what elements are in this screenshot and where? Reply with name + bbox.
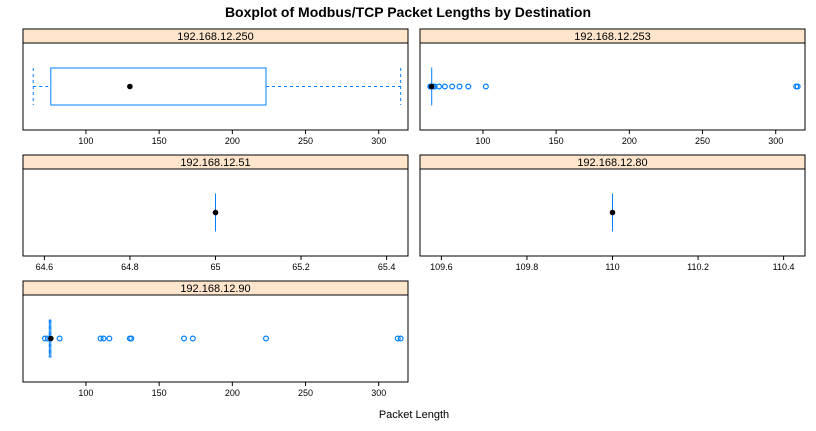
outlier-point	[189, 335, 196, 342]
panel-strip-label: 192.168.12.90	[180, 283, 250, 295]
panel-strip-label: 192.168.12.253	[574, 31, 650, 43]
x-tick-label: 150	[549, 136, 564, 146]
x-tick-label: 250	[298, 388, 313, 398]
x-tick-label: 150	[152, 136, 167, 146]
panel-strip-label: 192.168.12.80	[577, 157, 647, 169]
panel-3: 192.168.12.80 109.6 109.8 110 110.2 110.4	[419, 154, 806, 272]
outlier-point	[41, 335, 48, 342]
chart-title: Boxplot of Modbus/TCP Packet Lengths by …	[225, 4, 591, 20]
x-tick-label: 109.8	[516, 262, 539, 272]
panel-4: 192.168.12.90 100 150 200 250 300	[22, 280, 409, 398]
outlier-point	[394, 335, 401, 342]
x-tick-label: 150	[152, 388, 167, 398]
x-tick-label: 300	[371, 388, 386, 398]
x-tick-label: 100	[78, 388, 93, 398]
outlier-point	[441, 83, 448, 90]
iqr-box	[50, 67, 267, 106]
outlier-point	[465, 83, 472, 90]
x-tick-label: 100	[475, 136, 490, 146]
outlier-point	[436, 83, 443, 90]
x-tick-label: 250	[695, 136, 710, 146]
outlier-point	[56, 335, 63, 342]
panel-1: 192.168.12.253 100 150 200 250 300	[419, 28, 806, 146]
panel-frame	[22, 42, 409, 131]
panel-strip-label: 192.168.12.51	[180, 157, 250, 169]
outlier-point	[449, 83, 456, 90]
x-tick-label: 200	[622, 136, 637, 146]
panel-strip-label: 192.168.12.250	[177, 31, 253, 43]
outlier-point	[106, 335, 113, 342]
x-tick-label: 64.8	[121, 262, 139, 272]
x-tick-label: 65	[210, 262, 220, 272]
x-tick-label: 200	[225, 136, 240, 146]
outlier-point	[397, 335, 404, 342]
outlier-point	[456, 83, 463, 90]
x-tick-label: 109.6	[430, 262, 453, 272]
x-tick-label: 200	[225, 388, 240, 398]
x-tick-label: 110	[605, 262, 619, 272]
median-dot	[609, 209, 616, 216]
outlier-point	[482, 83, 489, 90]
outlier-point	[181, 335, 188, 342]
x-tick-label: 65.4	[378, 262, 396, 272]
x-tick-label: 300	[371, 136, 386, 146]
median-dot	[428, 83, 435, 90]
median-dot	[212, 209, 219, 216]
panel-frame	[22, 294, 409, 383]
outlier-point	[128, 335, 135, 342]
outlier-point	[263, 335, 270, 342]
outlier-point	[100, 335, 107, 342]
x-tick-label: 110.4	[773, 262, 795, 272]
median-dot	[127, 83, 133, 90]
panel-0: 192.168.12.250 100 150 200 250 300	[22, 28, 409, 146]
x-tick-label: 64.6	[36, 262, 54, 272]
x-tick-label: 250	[298, 136, 313, 146]
panel-2: 192.168.12.51 64.6 64.8 65 65.2 65.4	[22, 154, 409, 272]
outlier-point	[794, 83, 801, 90]
x-tick-label: 300	[768, 136, 783, 146]
x-tick-label: 100	[78, 136, 93, 146]
median-dot	[48, 335, 54, 342]
x-axis-label: Packet Length	[379, 409, 449, 421]
x-tick-label: 110.2	[687, 262, 709, 272]
outlier-point	[97, 335, 104, 342]
x-tick-label: 65.2	[292, 262, 310, 272]
panel-frame	[419, 42, 806, 131]
